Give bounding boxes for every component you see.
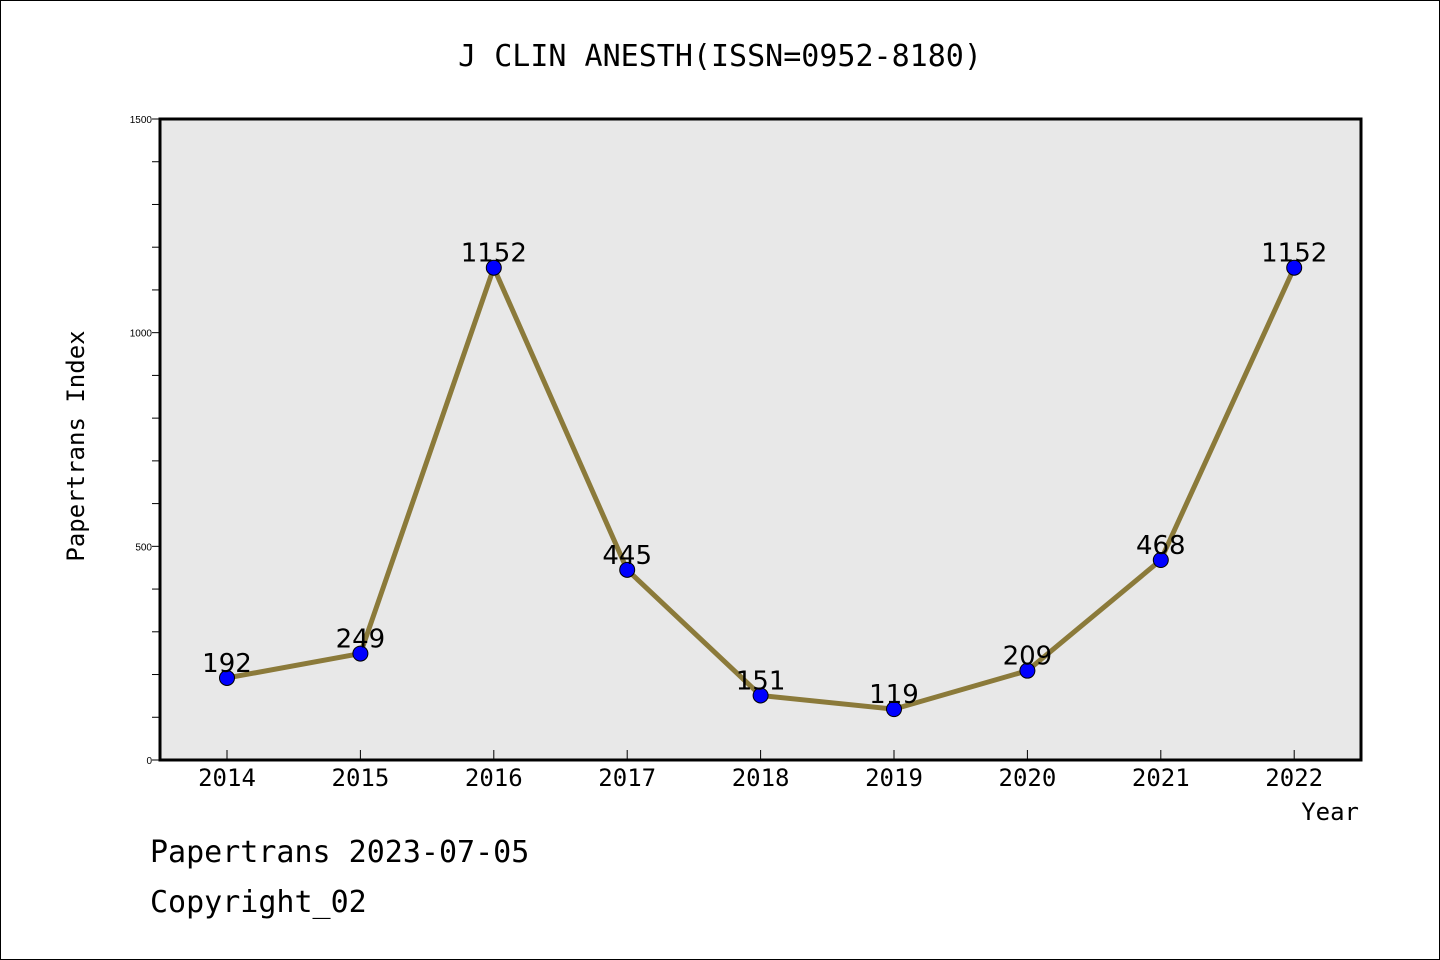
data-label: 151 [736,666,786,696]
data-point [1019,662,1036,679]
data-point [752,687,769,704]
data-label: 209 [1003,642,1053,672]
data-label: 1152 [461,239,527,269]
plot-border [158,117,1363,762]
x-axis: 2014 2015 2016 2017 2018 2019 2020 2021 2022 [198,750,1323,792]
data-label: 119 [869,680,919,710]
data-point [1152,552,1169,569]
data-label: 468 [1136,531,1186,561]
data-point [1286,259,1303,276]
series-papertrans-index: 192 249 1152 445 151 119 209 468 1152 [202,239,1327,718]
y-tick-label: 1500 [130,115,153,126]
data-point [886,701,902,718]
y-tick-label: 0 [146,756,152,767]
chart-title: J CLIN ANESTH(ISSN=0952-8180) [458,39,982,74]
x-tick-label: 2016 [465,764,523,792]
plot-area [160,119,1361,760]
data-label: 445 [602,541,652,571]
data-point [219,669,235,686]
y-tick-label: 500 [135,542,152,553]
data-point [619,561,636,578]
x-tick-label: 2017 [598,764,656,792]
x-tick-label: 2019 [865,764,923,792]
x-tick-label: 2018 [732,764,790,792]
x-tick-label: 2015 [332,764,390,792]
x-tick-label: 2022 [1265,764,1323,792]
footer-copyright: Copyright_02 [150,885,367,920]
data-label: 192 [202,649,252,679]
footer-date: Papertrans 2023-07-05 [150,835,530,870]
x-tick-label: 2014 [198,764,256,792]
data-point [352,645,369,662]
x-tick-label: 2021 [1132,764,1190,792]
x-axis-label: Year [1301,798,1359,826]
y-axis: 0 500 1000 1500 [130,115,160,767]
data-point [485,259,502,276]
y-tick-label: 1000 [130,329,153,340]
x-tick-label: 2020 [999,764,1057,792]
data-label: 249 [336,625,386,655]
data-label: 1152 [1261,239,1327,269]
y-axis-label: Papertrans Index [62,330,90,561]
